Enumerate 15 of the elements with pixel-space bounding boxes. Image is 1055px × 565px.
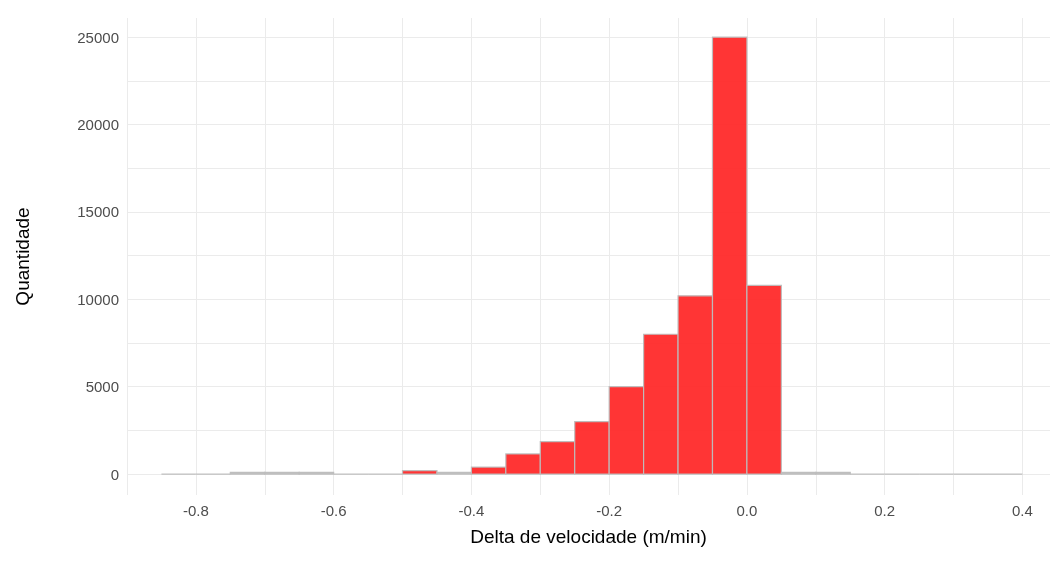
x-tick-label: 0.2 [874, 502, 896, 519]
y-axis-title: Quantidade [12, 207, 33, 306]
y-tick-label: 5000 [85, 378, 119, 396]
x-tick-label: -0.6 [320, 502, 347, 519]
x-tick-label: -0.4 [458, 502, 485, 519]
x-tick-label: -0.2 [596, 502, 623, 519]
x-tick-label: 0.0 [736, 502, 758, 519]
y-tick-label: 0 [110, 465, 119, 483]
x-tick-label: 0.4 [1012, 502, 1033, 519]
y-tick-label: 15000 [77, 203, 119, 221]
y-tick-label: 10000 [77, 290, 119, 308]
y-tick-label: 25000 [77, 28, 119, 46]
x-axis-title: Delta de velocidade (m/min) [470, 526, 707, 547]
y-tick-label: 20000 [77, 116, 119, 134]
x-tick-label: -0.8 [182, 502, 209, 519]
